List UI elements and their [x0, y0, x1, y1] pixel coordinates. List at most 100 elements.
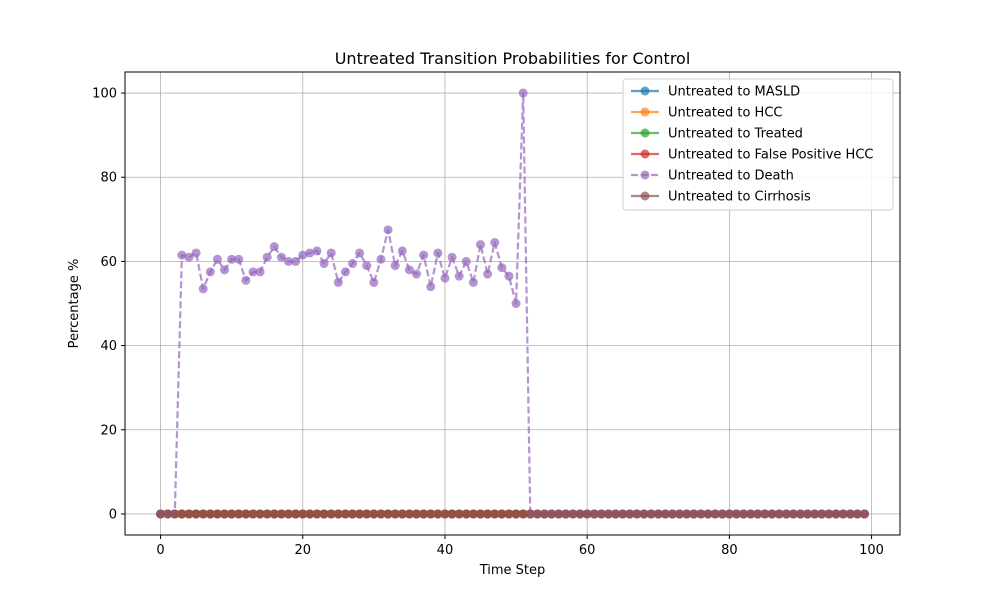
- legend-item: Untreated to Cirrhosis: [631, 190, 811, 205]
- legend-item: Untreated to HCC: [631, 106, 782, 121]
- data-point: [433, 248, 443, 258]
- series-untreated-to-cirrhosis: [156, 509, 869, 519]
- data-point: [262, 252, 272, 262]
- legend-label: Untreated to MASLD: [668, 85, 800, 100]
- data-point: [667, 509, 677, 519]
- data-point: [369, 277, 379, 287]
- data-point: [817, 509, 827, 519]
- legend-item: Untreated to False Positive HCC: [631, 148, 873, 163]
- data-point: [838, 509, 848, 519]
- data-point: [447, 252, 457, 262]
- data-point: [340, 509, 350, 519]
- data-point: [184, 509, 194, 519]
- x-tick-label: 60: [579, 543, 596, 558]
- data-point: [184, 252, 194, 262]
- data-point: [220, 265, 230, 275]
- legend-marker: [640, 149, 650, 159]
- data-point: [476, 509, 486, 519]
- data-point: [454, 509, 464, 519]
- legend-item: Untreated to MASLD: [631, 85, 800, 100]
- data-point: [419, 509, 429, 519]
- data-point: [426, 282, 436, 292]
- ticks: 0 20 40 60 80 100 0 20 40 60 80 100: [92, 87, 884, 558]
- plot-frame: [124, 71, 901, 536]
- y-tick-label: 60: [100, 255, 117, 270]
- data-point: [582, 509, 592, 519]
- data-point: [618, 509, 628, 519]
- data-point: [333, 277, 343, 287]
- data-point: [291, 509, 301, 519]
- data-point: [511, 509, 521, 519]
- legend-item: Untreated to Treated: [631, 127, 803, 142]
- data-point: [205, 267, 215, 277]
- data-point: [426, 509, 436, 519]
- legend-marker: [640, 86, 650, 96]
- data-point: [739, 509, 749, 519]
- data-point: [305, 509, 315, 519]
- data-point: [504, 271, 514, 281]
- data-point: [660, 509, 670, 519]
- data-point: [170, 509, 180, 519]
- x-tick-label: 0: [156, 543, 164, 558]
- data-point: [241, 275, 251, 285]
- data-point: [177, 509, 187, 519]
- data-point: [440, 273, 450, 283]
- data-point: [198, 284, 208, 294]
- data-point: [539, 509, 549, 519]
- data-point: [383, 225, 393, 235]
- data-point: [340, 267, 350, 277]
- data-point: [596, 509, 606, 519]
- data-point: [831, 509, 841, 519]
- data-point: [788, 509, 798, 519]
- legend-marker: [640, 107, 650, 117]
- data-point: [326, 509, 336, 519]
- legend-marker: [640, 128, 650, 138]
- data-point: [397, 509, 407, 519]
- chart-title: Untreated Transition Probabilities for C…: [335, 49, 691, 68]
- data-point: [731, 509, 741, 519]
- y-tick-label: 20: [100, 423, 117, 438]
- data-point: [497, 509, 507, 519]
- data-point: [447, 509, 457, 519]
- data-point: [483, 509, 493, 519]
- data-point: [412, 269, 422, 279]
- data-point: [234, 509, 244, 519]
- data-point: [269, 509, 279, 519]
- data-point: [284, 509, 294, 519]
- data-point: [554, 509, 564, 519]
- data-point: [205, 509, 215, 519]
- data-point: [355, 509, 365, 519]
- data-point: [675, 509, 685, 519]
- data-point: [255, 509, 265, 519]
- data-point: [333, 509, 343, 519]
- data-point: [632, 509, 642, 519]
- data-point: [355, 248, 365, 258]
- data-point: [433, 509, 443, 519]
- data-point: [227, 254, 237, 264]
- legend-marker: [640, 170, 650, 180]
- data-point: [262, 509, 272, 519]
- data-point: [227, 509, 237, 519]
- data-point: [312, 246, 322, 256]
- data-point: [404, 265, 414, 275]
- data-point: [276, 509, 286, 519]
- data-point: [248, 267, 258, 277]
- x-axis-label: Time Step: [479, 563, 546, 578]
- data-point: [682, 509, 692, 519]
- legend-label: Untreated to Cirrhosis: [668, 190, 811, 205]
- legend-box: [622, 78, 894, 211]
- x-tick-label: 100: [859, 543, 884, 558]
- legend-marker: [640, 191, 650, 201]
- data-point: [575, 509, 585, 519]
- data-point: [689, 509, 699, 519]
- data-point: [774, 509, 784, 519]
- data-point: [852, 509, 862, 519]
- data-point: [305, 248, 315, 258]
- data-point: [390, 261, 400, 271]
- data-point: [284, 256, 294, 266]
- y-tick-label: 80: [100, 171, 117, 186]
- data-point: [810, 509, 820, 519]
- data-point: [362, 509, 372, 519]
- data-point: [212, 509, 222, 519]
- y-tick-label: 100: [92, 87, 117, 102]
